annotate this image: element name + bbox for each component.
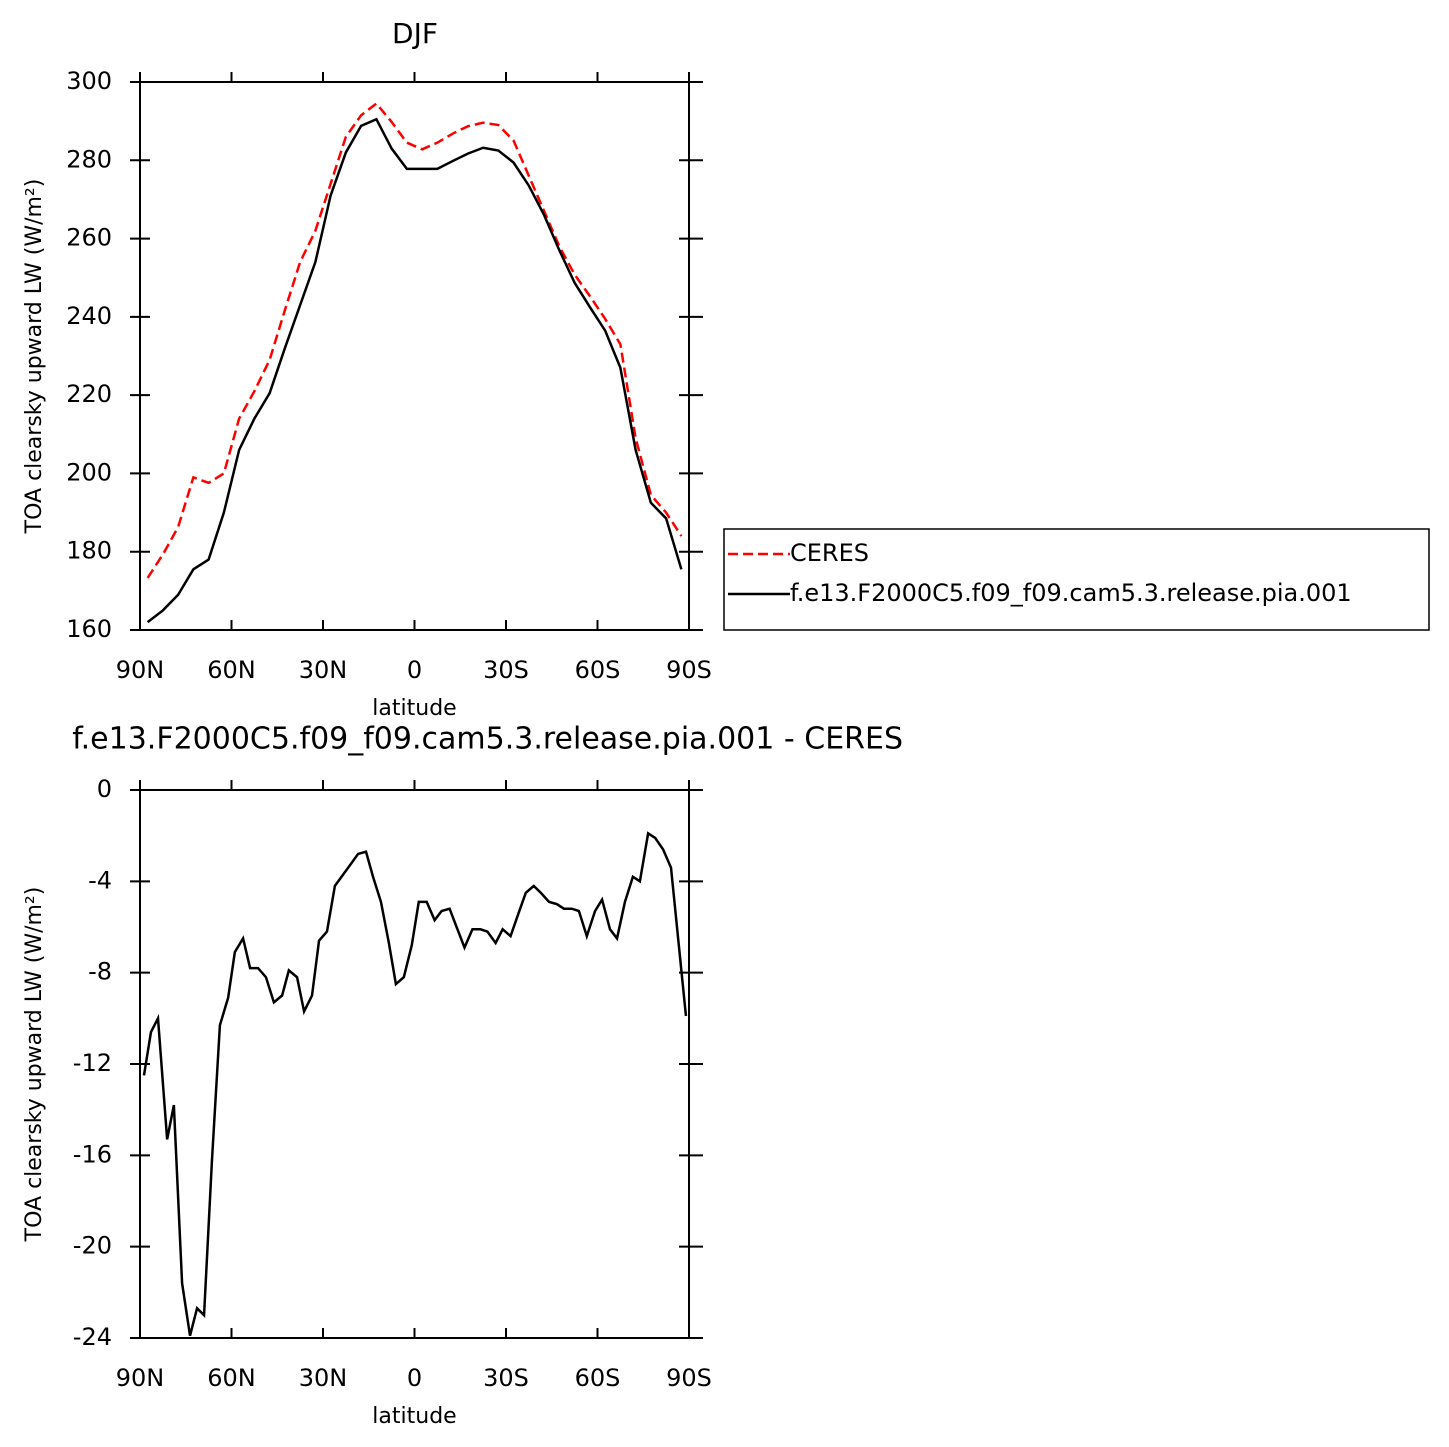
y-tick-label: -12 [73, 1049, 112, 1077]
x-tick-label: 60N [207, 656, 256, 684]
plot-frame [139, 789, 690, 1339]
x-axis-label: latitude [372, 1404, 456, 1429]
chart-title: f.e13.F2000C5.f09_f09.cam5.3.release.pia… [72, 722, 903, 757]
x-tick-label: 60S [575, 1364, 621, 1392]
y-tick-label: -20 [73, 1232, 112, 1260]
y-tick-label: 300 [66, 67, 112, 95]
y-axis-label: TOA clearsky upward LW (W/m²) [22, 179, 47, 535]
x-tick-label: 0 [407, 656, 422, 684]
x-tick-label: 0 [407, 1364, 422, 1392]
y-tick-label: 280 [66, 145, 112, 173]
y-tick-label: 260 [66, 224, 112, 252]
x-tick-label: 90N [116, 656, 165, 684]
y-tick-label: -24 [73, 1323, 112, 1351]
legend-label: f.e13.F2000C5.f09_f09.cam5.3.release.pia… [790, 579, 1352, 607]
x-tick-label: 60S [575, 656, 621, 684]
x-tick-label: 30N [299, 656, 348, 684]
y-tick-label: 160 [66, 615, 112, 643]
data-line [146, 101, 683, 579]
y-axis-label: TOA clearsky upward LW (W/m²) [22, 887, 47, 1243]
y-tick-label: 240 [66, 302, 112, 330]
x-tick-label: 30N [299, 1364, 348, 1392]
legend-box [723, 528, 1430, 631]
y-tick-label: 200 [66, 458, 112, 486]
x-tick-label: 90S [666, 656, 712, 684]
chart-title: DJF [392, 17, 438, 50]
y-tick-label: 180 [66, 537, 112, 565]
data-line [142, 831, 688, 1337]
y-tick-label: -4 [88, 866, 112, 894]
data-line [146, 117, 683, 624]
y-tick-label: -16 [73, 1140, 112, 1168]
y-tick-label: -8 [88, 958, 112, 986]
x-tick-label: 90S [666, 1364, 712, 1392]
x-tick-label: 90N [116, 1364, 165, 1392]
legend-label: CERES [790, 539, 869, 567]
x-tick-label: 30S [483, 1364, 529, 1392]
x-axis-label: latitude [372, 696, 456, 721]
y-tick-label: 220 [66, 380, 112, 408]
plot-frame [139, 81, 690, 631]
y-tick-label: 0 [97, 775, 112, 803]
x-tick-label: 60N [207, 1364, 256, 1392]
x-tick-label: 30S [483, 656, 529, 684]
